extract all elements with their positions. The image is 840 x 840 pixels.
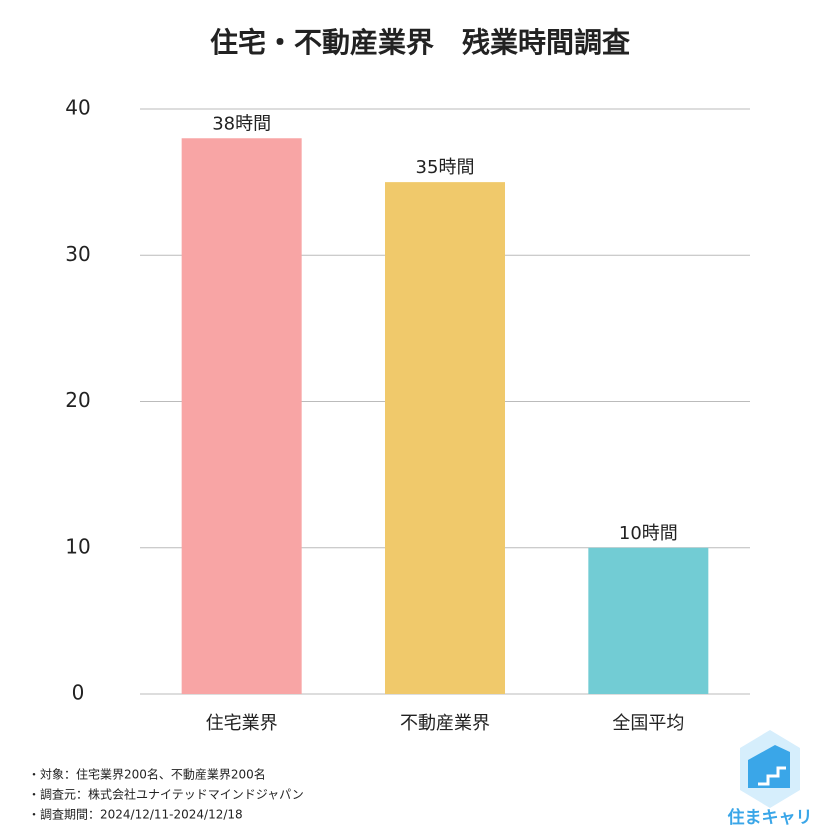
x-tick-label: 不動産業界 [400,713,490,734]
y-tick-label: 40 [65,96,90,120]
logo-text: 住まキャリ [728,807,813,828]
logo: 住まキャリ [728,730,813,828]
value-label: 35時間 [416,157,475,178]
y-tick-label: 30 [65,242,90,266]
logo-stairs [758,766,786,786]
bar [385,182,505,694]
y-tick-label: 10 [65,534,90,558]
bar [588,547,709,694]
note: ・調査元：株式会社ユナイテッドマインドジャパン [28,787,304,802]
x-tick-label: 全国平均 [612,713,684,734]
value-label: 10時間 [619,523,678,544]
value-label: 38時間 [212,113,271,134]
bar [181,138,302,694]
note: ・対象：住宅業界200名、不動産業界200名 [28,767,266,782]
x-tick-label: 住宅業界 [206,713,278,734]
chart-title: 住宅・不動産業界 残業時間調査 [210,26,630,59]
y-tick-label: 0 [72,681,85,705]
note: ・調査期間：2024/12/11-2024/12/18 [28,808,243,822]
y-tick-label: 20 [65,388,90,412]
